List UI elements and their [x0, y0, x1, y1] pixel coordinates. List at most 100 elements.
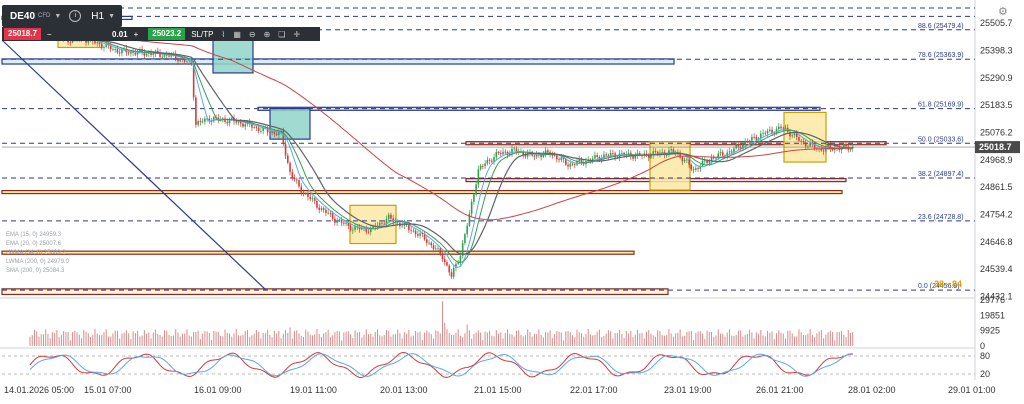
candle-body	[352, 229, 354, 231]
price-tick-label: 24432.1	[980, 291, 1013, 301]
candle-body	[542, 154, 545, 158]
candle-body	[488, 159, 491, 161]
symbol-name[interactable]: DE40	[10, 10, 36, 22]
candle-body	[226, 121, 229, 124]
candle-body	[428, 242, 430, 244]
candle-body	[513, 148, 516, 150]
candle-body	[439, 248, 442, 254]
candle-body	[728, 151, 731, 153]
minus-icon[interactable]: −	[46, 29, 52, 39]
candle-body	[773, 132, 776, 134]
candle-body	[690, 164, 693, 170]
candle-body	[307, 193, 309, 197]
candle-body	[349, 225, 352, 231]
trade-bar: 25018.7 − 0.01 + 25023.2 SL/TP ⌇ ▦ ⊖ ⊕ ❏…	[2, 27, 320, 41]
candle-body	[499, 153, 502, 154]
time-tick-label: 28.01 02:00	[848, 385, 896, 395]
candle-body	[762, 132, 764, 134]
candle-body	[466, 225, 468, 235]
candle-body	[582, 162, 585, 165]
line-chart-icon[interactable]: ⌇	[221, 29, 226, 39]
candle-body	[210, 121, 213, 122]
buy-button[interactable]: 25023.2	[148, 28, 186, 40]
candle-body	[273, 131, 276, 134]
candle-body	[345, 222, 347, 224]
candle-body	[298, 180, 300, 187]
candle-body	[145, 53, 148, 56]
candle-body	[697, 168, 699, 169]
candle-body	[237, 121, 240, 123]
candle-body	[291, 172, 294, 178]
candle-body	[686, 159, 688, 161]
candle-body	[340, 219, 343, 223]
fib-level-label: 88.6 (25479.4)	[918, 23, 964, 30]
indicator-legend-item: LWMA (34, 0) 25009.2	[6, 250, 66, 256]
candle-body	[174, 53, 177, 59]
candle-body	[627, 152, 630, 154]
zoom-in-icon[interactable]: ⊕	[263, 29, 271, 39]
candle-body	[795, 133, 798, 138]
candle-body	[282, 130, 285, 144]
gear-icon[interactable]: ⚙	[998, 6, 1008, 18]
plus-icon[interactable]: +	[133, 29, 139, 39]
zoom-out-icon[interactable]: ⊖	[248, 29, 256, 39]
candle-body	[845, 144, 847, 147]
candle-body	[695, 168, 697, 170]
chevron-down-icon[interactable]: ▼	[54, 12, 62, 20]
candle-body	[179, 59, 182, 62]
candle-body	[109, 45, 112, 50]
lwma-34-line	[29, 21, 853, 255]
candle-body	[479, 166, 482, 170]
candle-body	[197, 121, 199, 125]
candle-body	[105, 43, 108, 47]
candle-body	[502, 151, 504, 154]
candle-body	[609, 153, 612, 156]
candle-body	[560, 157, 563, 160]
candle-body	[347, 222, 350, 226]
candle-body	[426, 239, 428, 243]
candle-body	[665, 154, 668, 156]
candle-body	[744, 141, 746, 146]
candle-body	[417, 234, 419, 236]
sl-tp-button[interactable]: SL/TP	[191, 29, 214, 39]
candle-body	[580, 158, 583, 163]
chevron-down-icon[interactable]: ▼	[108, 12, 116, 20]
candle-body	[526, 153, 529, 157]
sma-200-line	[29, 21, 853, 221]
candle-body	[443, 259, 446, 263]
candle-body	[437, 248, 439, 250]
time-tick-label: 29.01 01:00	[948, 385, 996, 395]
candle-body	[670, 149, 672, 151]
candle-body	[699, 165, 702, 169]
candle-body	[746, 141, 749, 143]
indicator-legend-item: EMA (15, 0) 24959.3	[6, 232, 62, 238]
candle-body	[383, 223, 386, 225]
candle-body	[717, 153, 720, 158]
candle-body	[522, 151, 525, 155]
quantity-input[interactable]: 0.01	[112, 29, 128, 39]
candle-body	[515, 148, 518, 152]
time-tick-label: 23.01 19:00	[664, 385, 712, 395]
candle-body	[195, 97, 197, 125]
candle-body	[789, 131, 791, 137]
candle-body	[262, 127, 264, 131]
candle-body	[338, 219, 341, 221]
info-icon[interactable]: i	[69, 10, 82, 22]
candle-body	[535, 154, 538, 157]
candle-body	[235, 121, 238, 123]
time-tick-label: 16.01 09:00	[194, 385, 242, 395]
candle-body	[121, 49, 123, 54]
candle-body	[596, 155, 598, 157]
symbol-toolbar[interactable]: DE40 CFD ▼ i H1 ▼	[2, 5, 122, 27]
sell-button[interactable]: 25018.7	[4, 28, 41, 40]
layers-icon[interactable]: ❏	[278, 29, 286, 39]
candle-body	[679, 153, 681, 158]
timeframe-select[interactable]: H1	[91, 10, 105, 22]
candle-body	[809, 142, 811, 147]
candle-body	[735, 144, 737, 149]
crosshair-icon[interactable]: ✛	[293, 29, 301, 39]
grid-icon[interactable]: ▦	[233, 29, 241, 39]
candle-body	[450, 272, 453, 277]
zone-red-band	[1, 189, 843, 195]
